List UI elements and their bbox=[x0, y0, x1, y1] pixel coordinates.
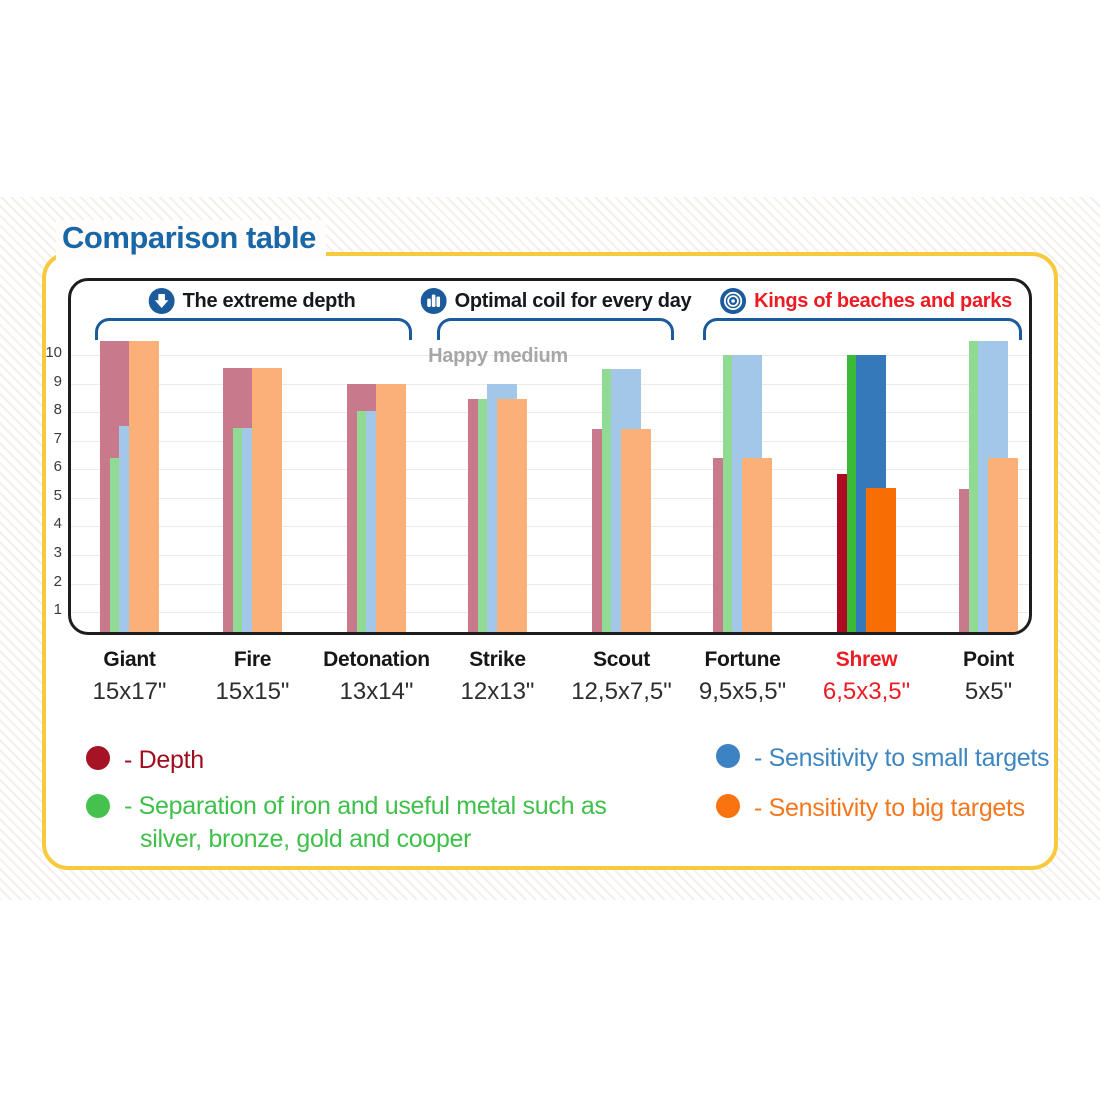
section-header-label: Kings of beaches and parks bbox=[754, 289, 1012, 312]
section-header-label: The extreme depth bbox=[182, 289, 356, 312]
category-size-shrew: 6,5x3,5" bbox=[822, 678, 911, 705]
target-icon bbox=[720, 288, 747, 314]
bracket-extreme-depth bbox=[95, 318, 412, 340]
category-name-giant: Giant bbox=[103, 648, 156, 671]
bar-detonation-3 bbox=[376, 383, 406, 632]
section-header-kings-beaches: Kings of beaches and parks bbox=[720, 288, 1012, 314]
bar-fortune-3 bbox=[742, 457, 772, 632]
gridline-10 bbox=[71, 355, 1029, 356]
category-size-point: 5x5" bbox=[964, 678, 1013, 705]
bar-point-3 bbox=[988, 457, 1018, 632]
category-name-strike: Strike bbox=[469, 648, 526, 671]
category-name-shrew: Shrew bbox=[835, 648, 898, 671]
section-header-extreme-depth: The extreme depth bbox=[148, 288, 356, 314]
y-tick-3: 3 bbox=[53, 543, 62, 561]
bar-giant-3 bbox=[129, 340, 159, 632]
category-name-scout: Scout bbox=[593, 648, 650, 671]
gridline-3 bbox=[71, 554, 1029, 556]
legend-label-big-targets: - Sensitivity to big targets bbox=[754, 794, 1025, 822]
bar-strike-3 bbox=[497, 399, 527, 632]
gridline-6 bbox=[71, 469, 1029, 471]
gridline-5 bbox=[71, 497, 1029, 499]
bracket-kings-beaches bbox=[703, 318, 1022, 340]
happy-medium-label: Happy medium bbox=[428, 345, 568, 367]
category-name-detonation: Detonation bbox=[323, 648, 430, 671]
y-tick-2: 2 bbox=[53, 572, 62, 590]
category-name-point: Point bbox=[963, 648, 1014, 671]
bar-scout-3 bbox=[621, 429, 651, 632]
bar-shrew-3 bbox=[866, 487, 896, 632]
y-tick-5: 5 bbox=[53, 486, 62, 504]
y-tick-9: 9 bbox=[53, 372, 62, 390]
category-name-fortune: Fortune bbox=[704, 648, 781, 671]
gridline-9 bbox=[71, 383, 1029, 385]
legend-dot-small-targets bbox=[716, 744, 740, 768]
legend-label-separation: - Separation of iron and useful metal su… bbox=[124, 792, 607, 853]
gridline-4 bbox=[71, 526, 1029, 528]
y-tick-7: 7 bbox=[53, 429, 62, 447]
legend-label-depth: - Depth bbox=[124, 746, 204, 774]
gridline-7 bbox=[71, 440, 1029, 442]
legend-dot-big-targets bbox=[716, 794, 740, 818]
legend-dot-depth bbox=[86, 746, 110, 770]
category-size-fire: 15x15" bbox=[215, 678, 290, 705]
category-size-scout: 12,5x7,5" bbox=[571, 678, 672, 705]
coil-bars-icon bbox=[420, 288, 447, 314]
y-tick-4: 4 bbox=[53, 515, 62, 533]
gridline-8 bbox=[71, 412, 1029, 414]
plot-area bbox=[71, 281, 1029, 632]
y-tick-1: 1 bbox=[53, 601, 62, 618]
chart-panel: The extreme depth Optimal coil for every… bbox=[68, 278, 1032, 635]
category-size-strike: 12x13" bbox=[460, 678, 535, 705]
y-tick-8: 8 bbox=[53, 401, 62, 419]
section-header-optimal-coil: Optimal coil for every day bbox=[420, 288, 692, 314]
y-tick-6: 6 bbox=[53, 458, 62, 476]
bar-fire-3 bbox=[252, 367, 282, 632]
page-title: Comparison table bbox=[56, 220, 326, 260]
category-size-giant: 15x17" bbox=[92, 678, 167, 705]
category-name-fire: Fire bbox=[233, 648, 272, 671]
legend-dot-separation bbox=[86, 794, 110, 818]
section-header-label: Optimal coil for every day bbox=[454, 289, 692, 312]
legend-label-small-targets: - Sensitivity to small targets bbox=[754, 744, 1050, 772]
category-size-detonation: 13x14" bbox=[339, 678, 414, 705]
y-tick-10: 10 bbox=[45, 344, 62, 361]
down-arrow-icon bbox=[148, 288, 175, 314]
bracket-optimal-coil bbox=[437, 318, 674, 340]
category-size-fortune: 9,5x5,5" bbox=[698, 678, 787, 705]
gridline-1 bbox=[71, 612, 1029, 613]
gridline-2 bbox=[71, 583, 1029, 585]
